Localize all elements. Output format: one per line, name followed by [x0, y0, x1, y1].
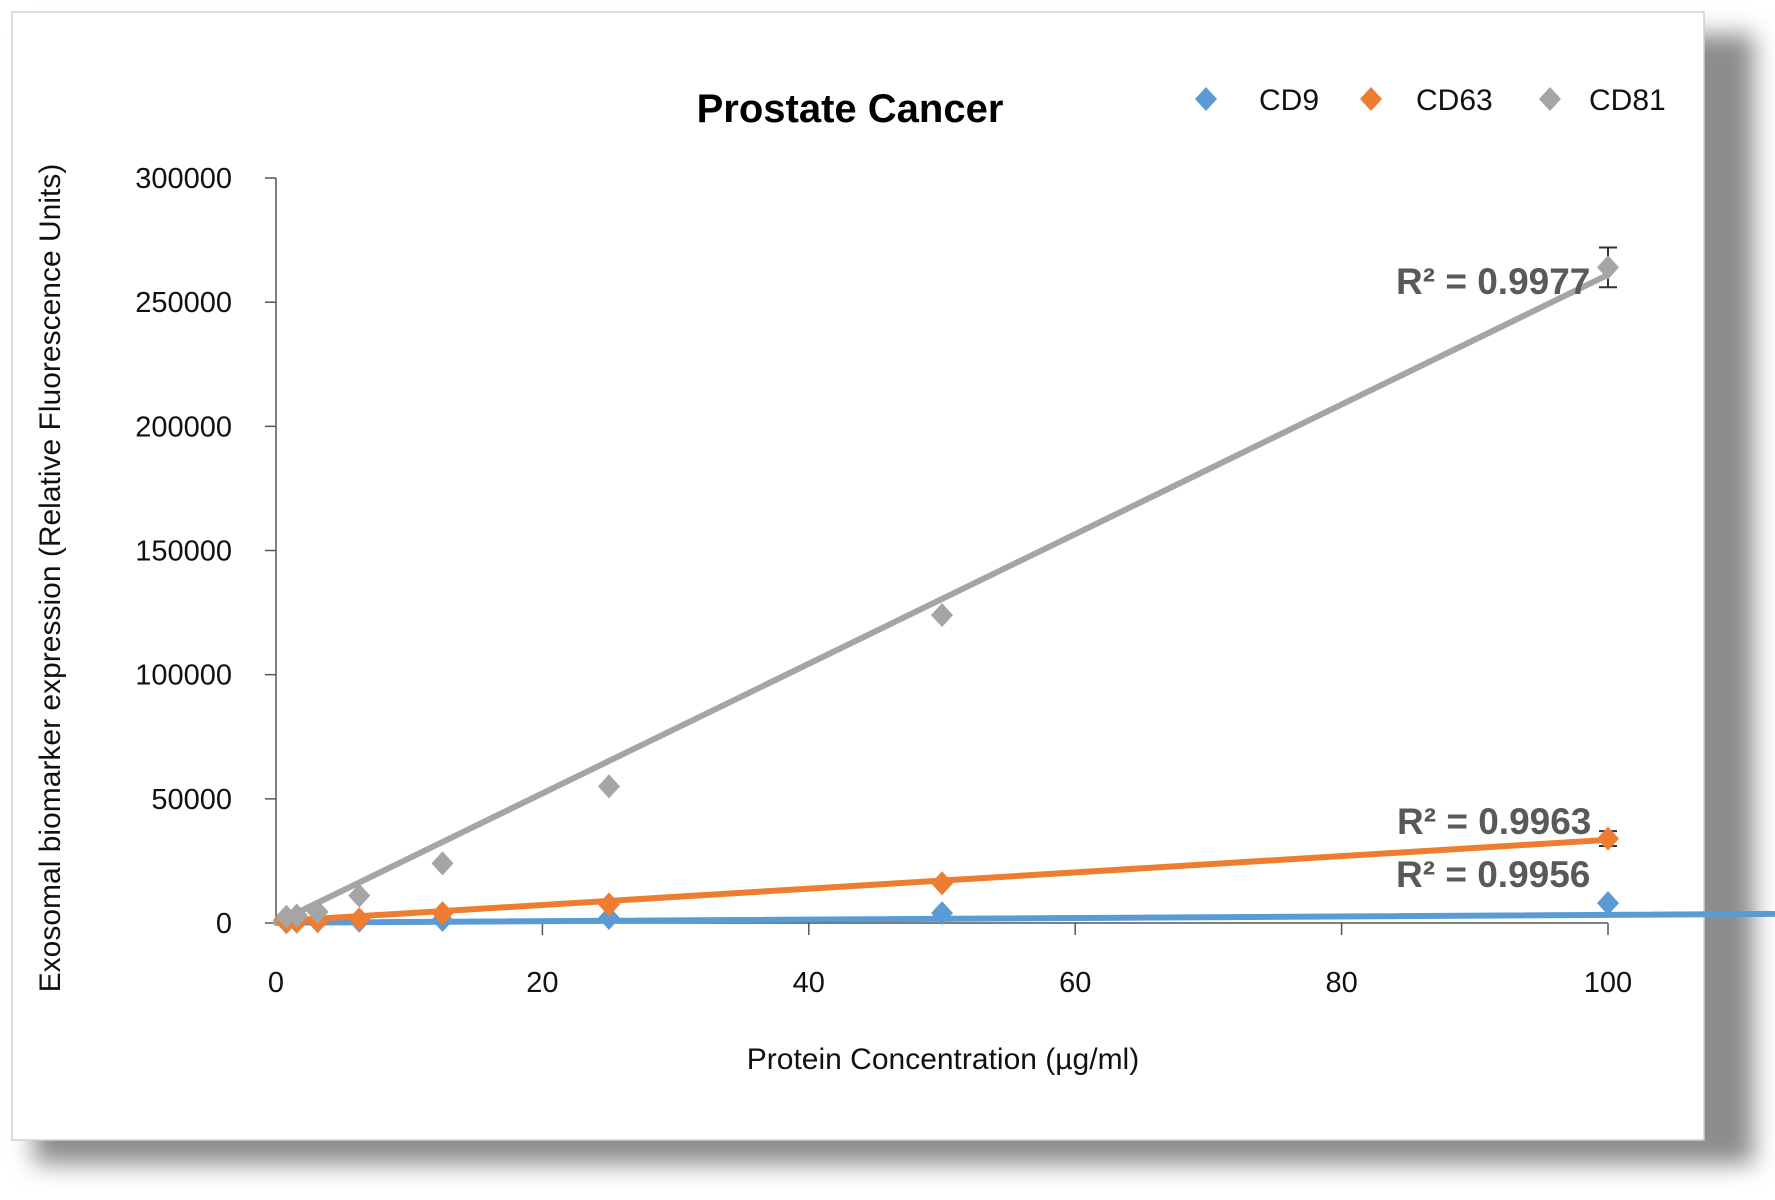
data-point-cd81: [348, 883, 371, 908]
legend-label-cd63: CD63: [1416, 84, 1493, 117]
data-point-cd63: [348, 907, 371, 932]
data-point-cd63: [598, 892, 620, 917]
data-point-cd81: [931, 603, 953, 628]
data-point-cd9: [598, 906, 620, 931]
y-tick-label: 50000: [151, 784, 232, 816]
chart-frame: [11, 11, 1705, 1141]
trendline-cd9: [273, 910, 1775, 926]
data-point-cd81: [306, 899, 329, 924]
data-point-cd81: [285, 903, 308, 928]
data-point-cd63: [431, 901, 454, 926]
legend: CD9 CD63 CD81: [1195, 84, 1666, 117]
x-tick-label: 40: [793, 967, 825, 999]
y-tick-label: 100000: [135, 660, 232, 692]
legend-label-cd9: CD9: [1259, 84, 1319, 117]
legend-item-cd63: CD63: [1360, 84, 1493, 117]
r-squared-label-cd9: R² = 0.9956: [1396, 854, 1590, 895]
r-squared-label-cd81: R² = 0.9977: [1396, 261, 1590, 302]
y-tick-label: 150000: [135, 536, 232, 568]
x-tick-label: 0: [268, 967, 284, 999]
data-point-cd63: [931, 871, 953, 896]
data-points: [275, 246, 1619, 935]
data-point-cd81: [1597, 255, 1619, 280]
legend-marker-cd81: [1539, 87, 1561, 111]
x-tick-label: 20: [526, 967, 558, 999]
legend-marker-cd63: [1360, 87, 1382, 111]
data-point-cd9: [1597, 891, 1619, 916]
y-tick-label: 250000: [135, 287, 232, 319]
x-tick-label: 100: [1584, 967, 1632, 999]
legend-item-cd9: CD9: [1195, 84, 1319, 117]
x-tick-label: 80: [1325, 967, 1357, 999]
y-tick-label: 200000: [135, 411, 232, 443]
x-tick-label: 60: [1059, 967, 1091, 999]
x-axis-title: Protein Concentration (µg/ml): [747, 1043, 1139, 1076]
r-squared-labels: R² = 0.9956 R² = 0.9963 R² = 0.9977: [1396, 261, 1591, 895]
r-squared-label-cd63: R² = 0.9963: [1397, 801, 1591, 842]
data-point-cd81: [598, 774, 620, 799]
y-tick-label: 300000: [135, 163, 232, 195]
data-point-cd9: [931, 901, 953, 926]
trendline-cd81: [273, 271, 1611, 926]
legend-marker-cd9: [1195, 87, 1217, 111]
y-axis-title: Exosomal biomarker expression (Relative …: [34, 164, 67, 993]
legend-label-cd81: CD81: [1589, 84, 1666, 117]
data-point-cd63: [1597, 826, 1619, 851]
y-tick-label: 0: [216, 908, 232, 940]
data-point-cd81: [431, 851, 454, 876]
legend-item-cd81: CD81: [1539, 84, 1666, 117]
chart-title: Prostate Cancer: [697, 87, 1004, 131]
